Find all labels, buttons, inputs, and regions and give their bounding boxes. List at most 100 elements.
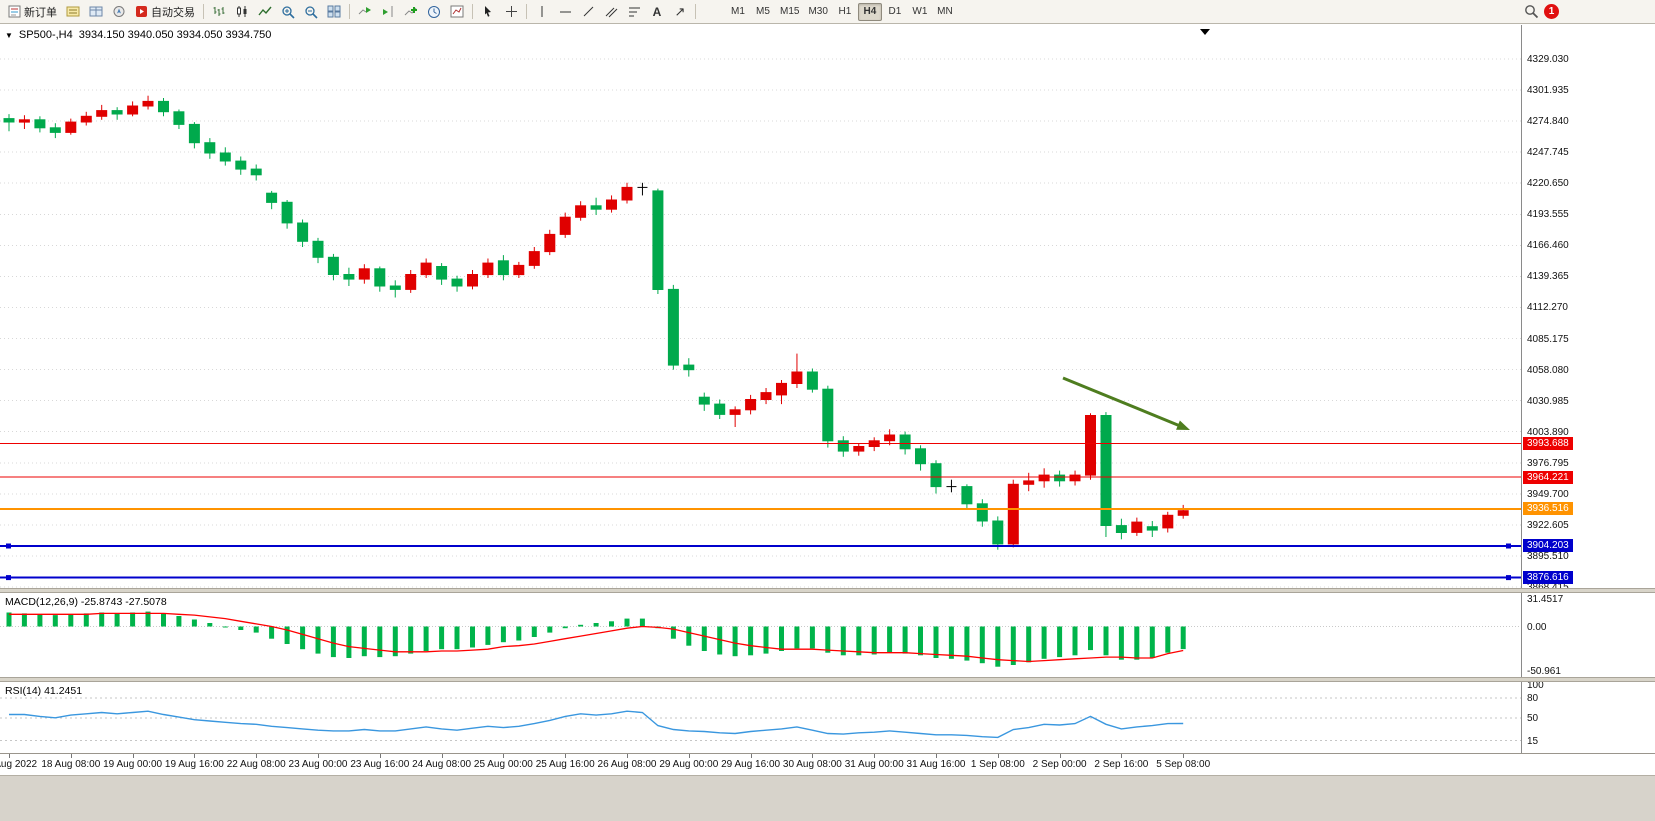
toolbar-separator: [472, 4, 473, 19]
new-order-label: 新订单: [24, 6, 57, 19]
templates-button[interactable]: [446, 2, 468, 22]
panel-splitter[interactable]: [0, 677, 1655, 682]
chart-shift-button[interactable]: [377, 2, 399, 22]
macd-axis-label: -50.961: [1527, 666, 1561, 678]
rsi-axis-label: 100: [1527, 680, 1544, 691]
macd-panel[interactable]: MACD(12,26,9) -25.8743 -27.5078: [0, 593, 1521, 677]
fibonacci-button[interactable]: [623, 2, 645, 22]
price-scale[interactable]: 4329.030 4301.935 4274.840 4247.745 4220.650…: [1521, 25, 1655, 753]
window-bottom-strip: [0, 775, 1655, 821]
candle-body: [1069, 474, 1081, 482]
macd-histogram-bar: [1118, 626, 1124, 660]
macd-histogram-bar: [52, 615, 58, 627]
time-axis-label: 19 Aug 00:00: [103, 759, 163, 770]
time-tick: [70, 754, 72, 758]
price-line-tag[interactable]: 3936.516: [1523, 502, 1573, 516]
arrows-tool-button[interactable]: ↗: [669, 2, 691, 22]
candle-body: [822, 388, 834, 442]
time-axis-label: 31 Aug 16:00: [906, 759, 966, 770]
text-tool-button[interactable]: A: [646, 2, 668, 22]
candle-body: [281, 201, 293, 224]
navigator-button[interactable]: [108, 2, 130, 22]
macd-histogram-bar: [454, 626, 460, 650]
price-axis-label: 3976.795: [1527, 457, 1569, 469]
crosshair-button[interactable]: [500, 2, 522, 22]
panel-splitter[interactable]: [0, 588, 1655, 593]
timeframe-button-H4[interactable]: H4: [857, 2, 882, 21]
timeframe-button-M30[interactable]: M30: [804, 3, 831, 21]
vertical-line-button[interactable]: [531, 2, 553, 22]
timeframe-button-M15[interactable]: M15: [776, 3, 803, 21]
macd-axis-label: 31.4517: [1527, 594, 1564, 605]
time-tick: [874, 754, 876, 758]
alerts-badge[interactable]: 1: [1544, 4, 1559, 19]
candlestick-chart-button[interactable]: [231, 2, 253, 22]
zoom-in-button[interactable]: [277, 2, 299, 22]
toolbar-separator: [695, 4, 696, 19]
autoscroll-marker-icon: [1200, 29, 1210, 35]
trendline-icon: [582, 5, 595, 18]
vertical-line-icon: [537, 5, 547, 18]
macd-histogram-bar: [887, 626, 893, 653]
line-handle[interactable]: [6, 575, 11, 581]
macd-histogram-bar: [578, 624, 584, 627]
price-chart[interactable]: ▼ SP500-,H4 3934.150 3940.050 3934.050 3…: [0, 25, 1521, 588]
time-axis-label: 17 Aug 2022: [0, 759, 38, 770]
autotrading-button[interactable]: 自动交易: [131, 2, 199, 22]
channel-button[interactable]: [600, 2, 622, 22]
horizontal-line-button[interactable]: [554, 2, 576, 22]
collapse-icon[interactable]: ▼: [5, 30, 13, 40]
navigator-icon: [112, 5, 126, 18]
timeframe-button-M1[interactable]: M1: [726, 3, 750, 21]
trend-arrow-annotation[interactable]: [1062, 376, 1183, 428]
timeframe-button-H1[interactable]: H1: [833, 3, 857, 21]
auto-scroll-button[interactable]: [354, 2, 376, 22]
time-axis-label: 25 Aug 16:00: [535, 759, 595, 770]
line-handle[interactable]: [1506, 575, 1511, 581]
price-line-tag[interactable]: 3904.203: [1523, 539, 1573, 553]
new-order-button[interactable]: 新订单: [4, 2, 61, 22]
market-watch-button[interactable]: [62, 2, 84, 22]
candle-body: [111, 110, 123, 115]
macd-histogram-bar: [346, 626, 352, 658]
line-chart-icon: [258, 5, 272, 18]
search-button[interactable]: [1520, 2, 1543, 22]
candle-body: [1146, 526, 1158, 531]
candle-body: [1115, 525, 1127, 534]
symbol-header[interactable]: ▼ SP500-,H4 3934.150 3940.050 3934.050 3…: [5, 29, 271, 41]
candle-body: [1085, 415, 1096, 476]
periods-button[interactable]: [423, 2, 445, 22]
macd-histogram-bar: [300, 626, 306, 650]
candle-body: [482, 262, 494, 276]
rsi-panel[interactable]: RSI(14) 41.2451: [0, 682, 1521, 753]
candle-body: [698, 396, 710, 405]
price-axis-label: 3949.700: [1527, 488, 1569, 500]
time-tick: [132, 754, 134, 758]
data-window-button[interactable]: [85, 2, 107, 22]
line-handle[interactable]: [1506, 543, 1511, 549]
macd-histogram-bar: [145, 611, 151, 627]
macd-histogram-bar: [269, 626, 275, 639]
indicators-button[interactable]: [400, 2, 422, 22]
bar-chart-button[interactable]: [208, 2, 230, 22]
timeframe-button-M5[interactable]: M5: [751, 3, 775, 21]
timeframe-button-W1[interactable]: W1: [908, 3, 932, 21]
price-line-tag[interactable]: 3964.221: [1523, 470, 1573, 484]
price-line-tag[interactable]: 3876.616: [1523, 571, 1573, 585]
trendline-button[interactable]: [577, 2, 599, 22]
candle-body: [590, 205, 602, 210]
macd-histogram-bar: [1103, 626, 1109, 656]
zoom-out-button[interactable]: [300, 2, 322, 22]
timeframe-button-MN[interactable]: MN: [933, 3, 957, 21]
time-tick: [1059, 754, 1061, 758]
macd-histogram-bar: [21, 613, 27, 627]
candle-body: [992, 520, 1004, 545]
line-handle[interactable]: [6, 543, 11, 549]
line-chart-button[interactable]: [254, 2, 276, 22]
price-line-tag[interactable]: 3993.688: [1523, 436, 1573, 450]
cursor-button[interactable]: [477, 2, 499, 22]
candle-body: [1177, 510, 1189, 516]
tile-windows-button[interactable]: [323, 2, 345, 22]
timeframe-button-D1[interactable]: D1: [883, 3, 907, 21]
